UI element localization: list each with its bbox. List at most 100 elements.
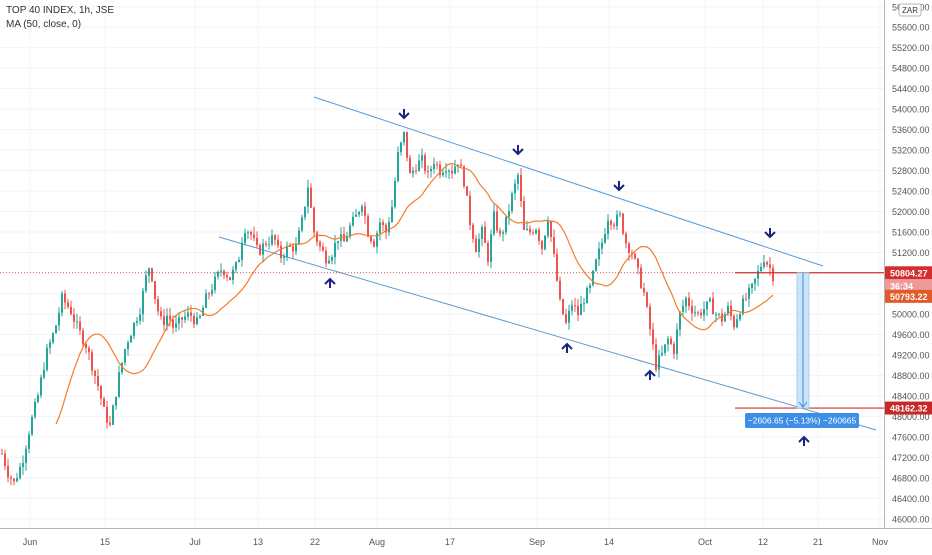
candle-body <box>661 352 663 356</box>
candle-body <box>589 285 591 289</box>
candle <box>304 206 306 221</box>
candle <box>16 472 18 483</box>
candle <box>589 282 591 294</box>
price-tick-label: 47600.00 <box>892 432 930 442</box>
candle-body <box>769 264 771 268</box>
candle-body <box>595 259 597 271</box>
candle-body <box>355 214 357 217</box>
candle <box>724 311 726 322</box>
candle <box>37 392 39 404</box>
candle-body <box>625 233 627 244</box>
arrow-down-icon[interactable] <box>613 181 625 192</box>
channel-lower-line[interactable] <box>218 236 877 431</box>
candle <box>193 312 195 328</box>
time-tick-label: Sep <box>529 537 545 547</box>
candle <box>748 284 750 307</box>
price-tick-label: 49200.00 <box>892 350 930 360</box>
candle-body <box>514 183 516 194</box>
candle-body <box>391 206 393 222</box>
candle-body <box>364 206 366 217</box>
candle <box>139 308 141 325</box>
candle-body <box>442 172 444 176</box>
arrow-up-icon[interactable] <box>561 342 573 353</box>
candle <box>310 183 312 209</box>
price-tick-label: 52000.00 <box>892 207 930 217</box>
candle-body <box>325 250 327 264</box>
candle <box>409 155 411 174</box>
candle-body <box>73 314 75 322</box>
candle-body <box>556 253 558 281</box>
candle-body <box>244 233 246 244</box>
candle-body <box>406 131 408 158</box>
time-tick-label: 22 <box>310 537 320 547</box>
candle-body <box>283 256 285 259</box>
candle <box>313 206 315 237</box>
countdown-label-box <box>885 279 932 293</box>
candle <box>367 213 369 238</box>
candle <box>88 345 90 361</box>
candle-body <box>394 180 396 207</box>
arrow-down-icon[interactable] <box>398 109 410 120</box>
arrow-up-icon[interactable] <box>798 435 810 446</box>
channel-upper-line[interactable] <box>313 96 824 267</box>
candle <box>235 261 237 273</box>
candle <box>274 234 276 246</box>
candle-body <box>163 316 165 326</box>
candle-body <box>337 240 339 243</box>
candle-body <box>649 306 651 330</box>
candle-body <box>478 239 480 252</box>
candle-body <box>739 314 741 320</box>
candle <box>712 291 714 315</box>
candle-body <box>313 207 315 233</box>
candle-body <box>130 335 132 343</box>
candle <box>67 298 69 309</box>
symbol-legend: TOP 40 INDEX, 1h, JSE <box>6 5 115 16</box>
measure-label[interactable]: −2606.65 (−5.13%) −260665 <box>745 413 859 428</box>
candle-body <box>412 170 414 174</box>
candle-body <box>148 268 150 276</box>
arrow-up-icon[interactable] <box>644 369 656 380</box>
candle-body <box>124 349 126 363</box>
candle <box>79 316 81 335</box>
candle <box>94 369 96 385</box>
candle <box>550 220 552 242</box>
candle-body <box>4 453 6 466</box>
price-tick-label: 48000.00 <box>892 412 930 422</box>
candle <box>43 362 45 380</box>
candle-body <box>472 224 474 239</box>
candle <box>250 230 252 240</box>
candle <box>130 334 132 343</box>
candle <box>763 254 765 269</box>
candle-body <box>475 238 477 252</box>
arrow-up-icon[interactable] <box>324 277 336 288</box>
candle <box>397 146 399 183</box>
candle-body <box>361 206 363 212</box>
candle-body <box>688 297 690 307</box>
candle-body <box>454 166 456 174</box>
candle <box>583 297 585 312</box>
arrow-down-icon[interactable] <box>512 145 524 156</box>
arrow-down-icon[interactable] <box>764 228 776 239</box>
candle-body <box>619 213 621 215</box>
candle <box>109 415 111 427</box>
candle <box>175 316 177 333</box>
candle-body <box>448 170 450 172</box>
candle-body <box>382 222 384 225</box>
candle-body <box>169 315 171 320</box>
candle <box>718 312 720 317</box>
candle-body <box>757 270 759 279</box>
candle-body <box>400 142 402 153</box>
candle-body <box>328 260 330 264</box>
candle <box>481 224 483 247</box>
candle-body <box>403 131 405 143</box>
candle-body <box>19 466 21 479</box>
candle <box>196 311 198 326</box>
candle <box>454 159 456 175</box>
time-scale[interactable] <box>0 528 932 550</box>
arrow-head <box>561 342 573 350</box>
ma-line[interactable] <box>55 162 774 425</box>
candle <box>142 288 144 322</box>
price-tick-label: 54800.00 <box>892 64 930 74</box>
